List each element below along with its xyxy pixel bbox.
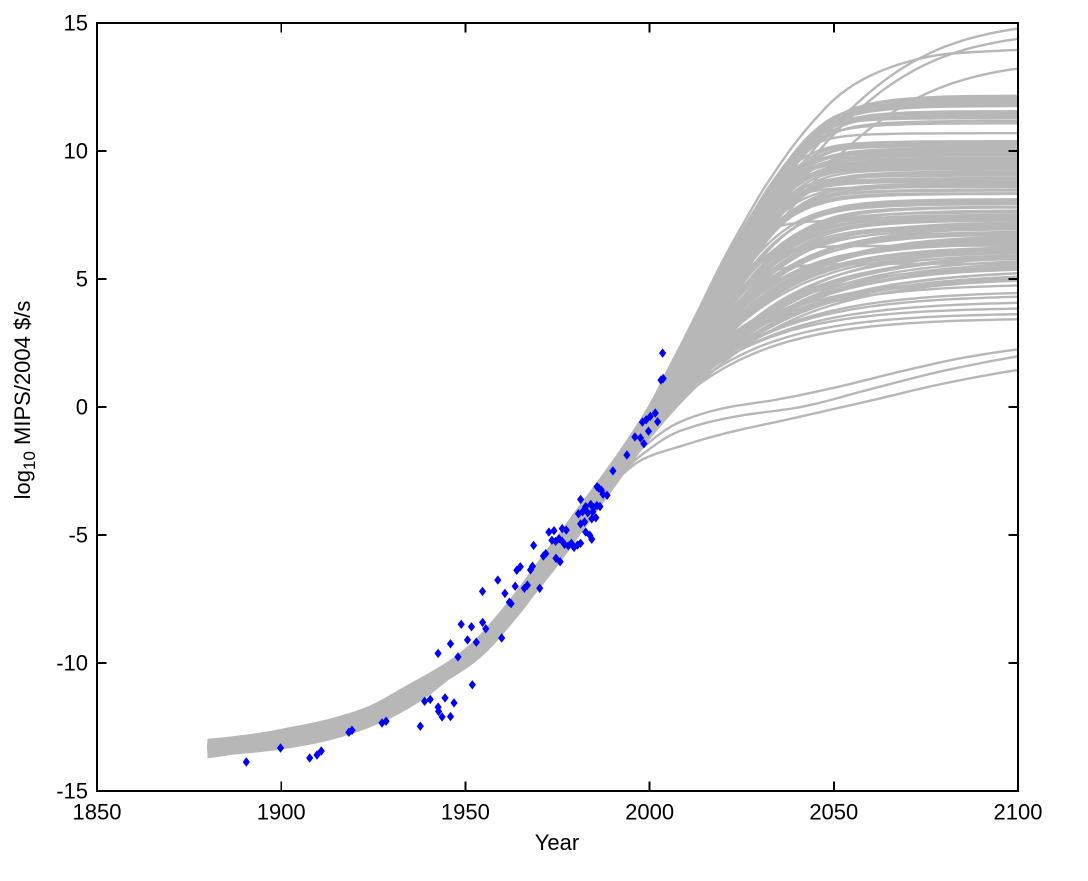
svg-text:-5: -5 [68,523,88,548]
svg-text:2100: 2100 [994,800,1043,825]
svg-text:0: 0 [76,395,88,420]
svg-text:-10: -10 [56,651,88,676]
svg-text:15: 15 [64,11,88,36]
svg-text:-15: -15 [56,779,88,804]
svg-text:1900: 1900 [257,800,306,825]
svg-text:2000: 2000 [625,800,674,825]
svg-text:1850: 1850 [73,800,122,825]
svg-text:log10 MIPS/2004 $/s: log10 MIPS/2004 $/s [10,301,39,500]
svg-text:5: 5 [76,267,88,292]
svg-text:Year: Year [535,830,579,855]
svg-text:10: 10 [64,139,88,164]
svg-text:2050: 2050 [809,800,858,825]
svg-text:1950: 1950 [441,800,490,825]
